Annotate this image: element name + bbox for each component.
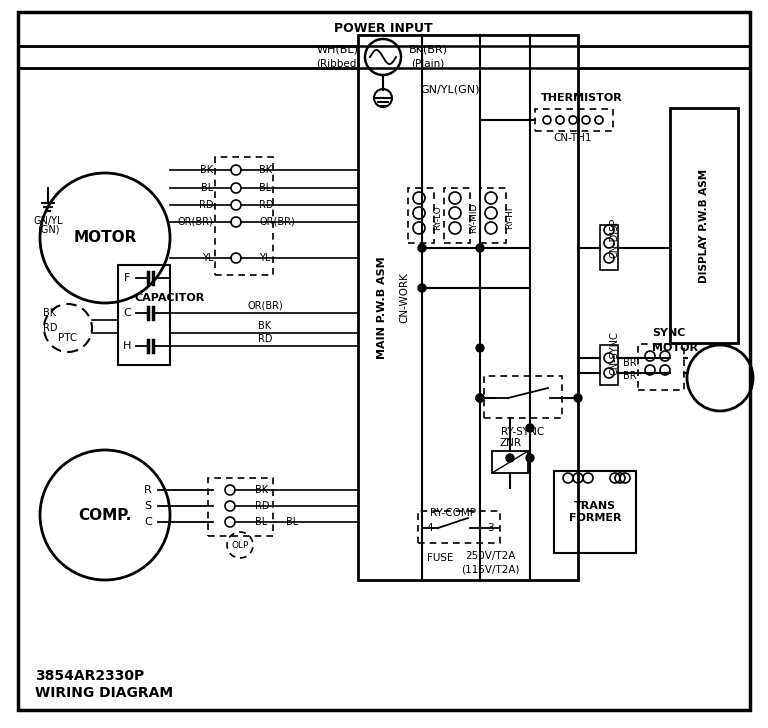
Circle shape [526,424,534,432]
Bar [215,157,273,275]
Text: BL: BL [200,183,213,193]
Text: GN/YL: GN/YL [33,216,63,226]
Text: GN/YL(GN): GN/YL(GN) [420,85,479,95]
Text: C: C [123,308,131,318]
Text: CN-SYNC: CN-SYNC [610,331,620,375]
Bar [600,345,618,385]
Bar [480,188,506,243]
Text: S: S [144,501,151,511]
Text: POWER INPUT: POWER INPUT [333,22,432,34]
Bar [118,265,170,365]
Text: RD: RD [43,323,58,333]
Text: BL: BL [259,183,271,193]
Circle shape [476,394,484,402]
Text: FUSE: FUSE [427,553,453,563]
Text: BK: BK [44,308,57,318]
Circle shape [526,454,534,462]
Text: BR: BR [624,358,637,368]
Text: RY-SYNC: RY-SYNC [502,427,545,437]
Text: 3854AR2330P: 3854AR2330P [35,669,144,683]
Text: R: R [144,485,152,495]
Text: MOTOR: MOTOR [652,343,698,353]
Text: BL: BL [255,517,267,527]
Bar [408,188,434,243]
Circle shape [476,394,484,402]
Circle shape [574,394,582,402]
Text: CN-TH1: CN-TH1 [554,133,592,143]
Text: OR(BR): OR(BR) [259,217,295,227]
Text: BK: BK [259,321,272,331]
Text: 4: 4 [427,523,433,533]
Text: ZNR: ZNR [499,438,521,448]
Text: WIRING DIAGRAM: WIRING DIAGRAM [35,686,173,700]
Text: CN-WORK: CN-WORK [399,272,409,323]
Text: BR: BR [624,371,637,381]
Text: RY-MID: RY-MID [469,203,478,233]
Text: YL: YL [259,253,270,263]
Circle shape [418,244,426,252]
Text: (GN): (GN) [37,225,59,235]
Bar [554,471,636,553]
Text: 250V/T2A: 250V/T2A [465,551,515,561]
Bar [535,109,613,131]
Circle shape [476,244,484,252]
Text: RY-LO: RY-LO [433,205,442,230]
Bar [444,188,470,243]
Text: OR(BR): OR(BR) [247,301,283,311]
Text: RD: RD [255,501,270,511]
Bar [358,35,578,580]
Text: DISPLAY P.W.B ASM: DISPLAY P.W.B ASM [699,169,709,283]
Text: F: F [124,273,131,283]
Text: BL: BL [286,517,298,527]
Circle shape [476,344,484,352]
Text: CN-DISP: CN-DISP [610,218,620,258]
Text: PTC: PTC [58,333,78,343]
Bar [418,511,500,543]
Text: C: C [144,517,152,527]
Text: (115V/T2A): (115V/T2A) [461,565,519,575]
Text: COMP.: COMP. [78,507,131,523]
Text: WH(BL): WH(BL) [317,45,359,55]
Circle shape [506,454,514,462]
Bar [208,478,273,536]
Text: MAIN P.W.B ASM: MAIN P.W.B ASM [377,257,387,360]
Text: RD: RD [259,200,273,210]
Text: BK: BK [255,485,268,495]
Bar [670,108,738,343]
Text: BK(BR): BK(BR) [409,45,448,55]
Circle shape [418,284,426,292]
Text: H: H [123,341,131,351]
Text: OLP: OLP [231,540,249,550]
Text: 3: 3 [487,523,493,533]
Text: RD: RD [198,200,213,210]
Bar [492,451,528,473]
Text: (Plain): (Plain) [412,58,445,68]
Text: BK: BK [259,165,272,175]
Text: RY-HI: RY-HI [505,207,515,229]
Bar [484,376,562,418]
Bar [600,225,618,270]
Text: (Ribbed): (Ribbed) [316,58,360,68]
Text: YL: YL [202,253,213,263]
Text: SYNC: SYNC [652,328,685,338]
Bar [638,344,684,390]
Text: OR(BR): OR(BR) [177,217,213,227]
Text: MOTOR: MOTOR [73,231,137,245]
Text: THERMISTOR: THERMISTOR [541,93,623,103]
Text: BK: BK [200,165,213,175]
Text: TRANS
FORMER: TRANS FORMER [569,501,621,523]
Text: RD: RD [258,334,272,344]
Text: CAPACITOR: CAPACITOR [135,293,205,303]
Text: RY-COMP: RY-COMP [430,508,476,518]
